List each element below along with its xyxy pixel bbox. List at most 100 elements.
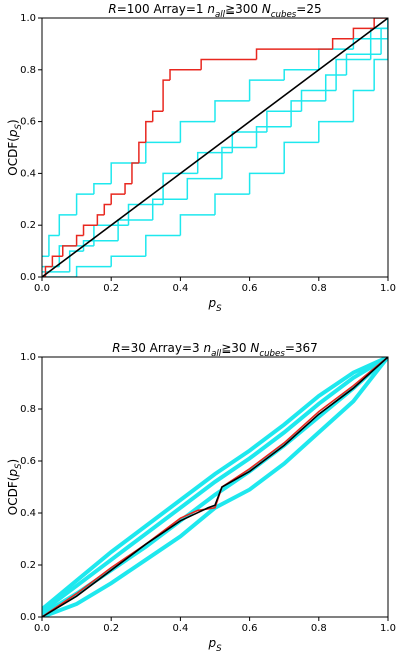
x-axis-label-part: p [207, 636, 216, 650]
chart-title-part: =25 [296, 2, 321, 16]
x-tick-label: 1.0 [380, 623, 396, 634]
x-tick-label: 0.8 [311, 283, 327, 294]
step-segment [196, 151, 233, 174]
axes-frame [41, 356, 389, 618]
step-segment [255, 48, 333, 60]
chart-title-part: all [215, 10, 226, 20]
x-tick-label: 0.0 [34, 623, 50, 634]
step-segment [131, 162, 139, 184]
x-tick-label: 0.4 [172, 623, 188, 634]
step-segment [186, 177, 222, 200]
step-segment [352, 89, 375, 122]
chart-title-part: cubes [259, 349, 285, 359]
y-tick-label: 1.0 [20, 352, 36, 363]
y-axis-label-part: p [6, 129, 20, 138]
y-axis-label-part: S [14, 463, 24, 469]
step-segment [151, 110, 164, 122]
chart-title-part: =100 Array=1 [117, 2, 208, 16]
y-tick-label: 1.0 [20, 13, 36, 24]
chart-title: R=100 Array=1 nall≧300 Ncubes=25 [108, 2, 321, 20]
step-segment [369, 37, 388, 60]
step-segment [62, 245, 77, 257]
step-segment [138, 141, 146, 164]
chart-title-part: R [112, 341, 120, 355]
step-segment [127, 203, 164, 226]
series-line [42, 357, 388, 614]
x-tick-label: 0.2 [103, 623, 119, 634]
y-axis-label-part: ) [6, 459, 20, 464]
chart-title-part: N [262, 2, 271, 16]
y-tick-label: 0.4 [20, 168, 36, 179]
x-axis-label: pS [207, 296, 222, 314]
step-segment [352, 37, 371, 50]
y-axis-label-part: ) [6, 119, 20, 124]
y-tick-label: 0.6 [20, 456, 36, 467]
step-segment [82, 239, 119, 252]
step-segment [290, 100, 326, 127]
y-tick-label: 0.8 [20, 404, 36, 415]
step-segment [82, 224, 98, 236]
x-tick-label: 1.0 [380, 283, 396, 294]
chart-title-part: ≧30 [221, 341, 250, 355]
step-segment [231, 131, 267, 153]
y-axis-label-part: OCDF( [6, 137, 20, 176]
y-tick-label: 0.8 [20, 65, 36, 76]
step-segment [75, 265, 112, 277]
y-tick-label: 0.2 [20, 560, 36, 571]
chart-title-part: n [207, 2, 215, 16]
y-tick-label: 0.0 [20, 272, 36, 283]
step-segment [110, 162, 146, 184]
series-line [42, 357, 388, 617]
step-segment [93, 224, 129, 246]
chart-title-part: =367 [285, 341, 318, 355]
step-segment [373, 18, 388, 29]
step-segment [283, 69, 319, 81]
axes-frame [41, 17, 389, 278]
step-segment [58, 214, 77, 236]
chart-title-part: N [250, 341, 259, 355]
y-tick-label: 0.2 [20, 220, 36, 231]
step-segment [335, 58, 371, 91]
step-segment [151, 198, 188, 221]
plot-area [42, 18, 388, 277]
step-segment [162, 79, 171, 112]
step-segment [68, 250, 84, 272]
step-segment [110, 193, 126, 205]
y-axis-label-part: OCDF( [6, 477, 20, 516]
chart-title-part: cubes [271, 10, 297, 20]
step-segment [179, 214, 215, 236]
step-segment [200, 58, 257, 70]
chart-title-part: =30 Array=3 [121, 341, 204, 355]
series-line [42, 357, 388, 617]
x-axis-label-part: S [216, 644, 222, 652]
series-line [42, 357, 388, 617]
step-segment [266, 110, 302, 132]
panel: R=100 Array=1 nall≧300 Ncubes=25pSOCDF(p… [6, 2, 396, 314]
step-segment [248, 79, 285, 101]
step-segment [75, 193, 94, 215]
x-tick-label: 0.6 [242, 283, 258, 294]
step-segment [145, 120, 153, 143]
chart-title-part: R [108, 2, 116, 16]
step-segment [214, 193, 250, 215]
step-segment [51, 255, 63, 267]
x-tick-label: 0.0 [34, 283, 50, 294]
step-segment [248, 172, 285, 195]
y-tick-label: 0.4 [20, 508, 36, 519]
step-segment [179, 120, 215, 143]
step-segment [283, 141, 319, 174]
step-segment [300, 89, 337, 112]
step-segment [221, 146, 257, 179]
y-tick-label: 0.0 [20, 612, 36, 623]
series-line [42, 357, 388, 617]
step-segment [324, 74, 347, 101]
step-segment [255, 126, 292, 148]
step-segment [162, 172, 198, 205]
step-segment [124, 183, 132, 195]
y-axis-label-part: S [14, 123, 24, 129]
step-segment [214, 100, 250, 122]
y-axis-label: OCDF(pS) [6, 119, 24, 175]
chart-title-part: n [204, 341, 212, 355]
x-tick-label: 0.6 [242, 623, 258, 634]
